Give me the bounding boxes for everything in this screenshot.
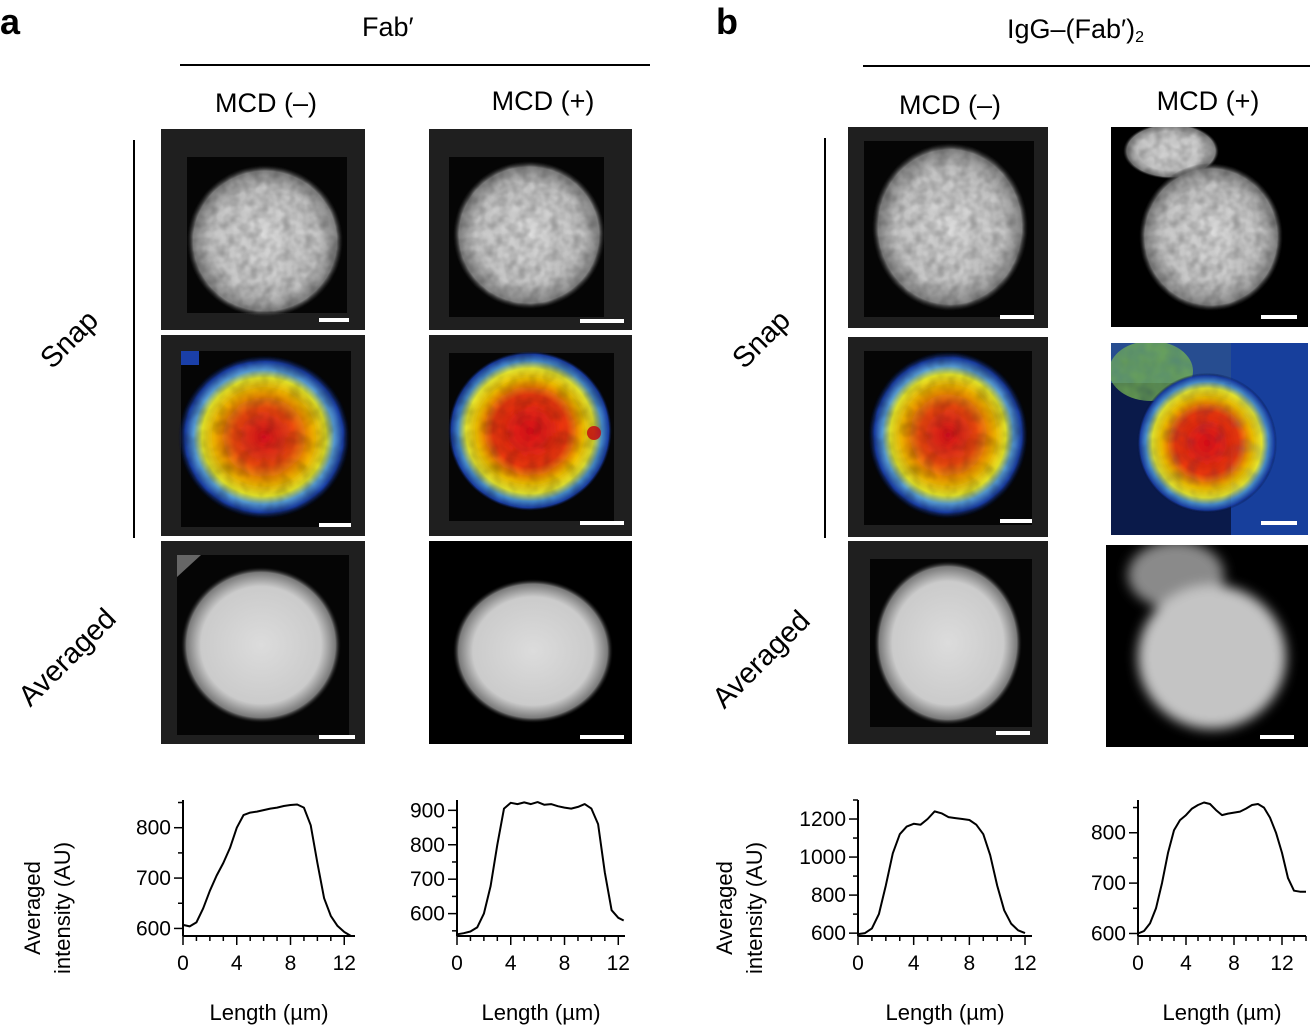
panel-b-title-text: IgG–(Fab′) — [1007, 14, 1136, 44]
x-tick-label: 0 — [1132, 952, 1144, 975]
x-tick-label: 8 — [1228, 952, 1240, 975]
intensity-profile-line — [857, 810, 1026, 936]
image-a-snap-gray-mcd-plus — [429, 129, 632, 330]
panel-b-col-mcd-minus: MCD (–) — [899, 90, 1001, 120]
x-tick-label: 4 — [505, 952, 517, 975]
panel-b-col-mcd-plus: MCD (+) — [1156, 86, 1260, 116]
x-tick-label: 8 — [285, 952, 297, 975]
image-a-averaged-mcd-plus — [429, 541, 632, 744]
x-tick-label: 12 — [1270, 952, 1293, 975]
intensity-profile-line — [182, 803, 352, 937]
x-tick-label: 4 — [231, 952, 243, 975]
image-b-snap-heat-mcd-plus — [1111, 343, 1308, 535]
x-tick-label: 12 — [1013, 952, 1036, 975]
plot-a2: 0 4 8 12 600 700 800 900 Length (µm) — [410, 799, 630, 1025]
y-tick-label: 800 — [1091, 822, 1126, 845]
y-tick-label: 900 — [410, 799, 445, 822]
x-axis-title: Length (µm) — [209, 1000, 328, 1025]
image-a-snap-heat-mcd-plus — [429, 335, 632, 536]
y-axis-title-line: intensity (AU) — [50, 842, 75, 974]
y-tick-label: 1200 — [799, 808, 846, 831]
x-tick-label: 8 — [559, 952, 571, 975]
x-tick-label: 0 — [451, 952, 463, 975]
scale-bar — [1261, 315, 1297, 319]
panel-a-col-mcd-minus: MCD (–) — [215, 88, 317, 118]
panel-b-title: IgG–(Fab′)2 — [1007, 16, 1144, 46]
x-tick-label: 12 — [607, 952, 630, 975]
intensity-profile-line — [1137, 801, 1306, 935]
image-a-averaged-mcd-minus — [161, 541, 365, 744]
y-axis-title-line: intensity (AU) — [742, 842, 767, 974]
panel-a-title-rule — [180, 64, 650, 66]
scale-bar — [580, 319, 624, 323]
plot-b1: 0 4 8 12 600 800 1000 1200 Length (µm) Averaged in… — [712, 799, 1037, 1025]
panel-a-col-mcd-plus: MCD (+) — [491, 86, 595, 116]
panel-a-snap-bracket — [133, 140, 135, 538]
panel-a-row-averaged: Averaged — [12, 602, 123, 713]
panel-a-title: Fab′ — [362, 12, 414, 42]
y-tick-label: 600 — [811, 922, 846, 945]
x-axis-title: Length (µm) — [481, 1000, 600, 1025]
y-axis-title-line: Averaged — [20, 861, 45, 955]
panel-b-snap-bracket — [824, 138, 826, 538]
image-b-snap-heat-mcd-minus — [848, 337, 1048, 537]
x-axis-title: Length (µm) — [1162, 1000, 1281, 1025]
plot-b2: 0 4 8 12 600 700 800 Length (µm) — [1091, 800, 1307, 1025]
panel-a-row-snap: Snap — [34, 304, 105, 375]
y-tick-label: 700 — [410, 868, 445, 891]
plot-a1-container: 0 4 8 12 600 700 800 Length (µm) Averaged intensi… — [20, 780, 365, 1031]
scale-bar — [580, 521, 624, 525]
image-b-averaged-mcd-minus — [848, 541, 1048, 744]
plot-b1-container: 0 4 8 12 600 800 1000 1200 Length (µm) Averaged in… — [712, 780, 1057, 1031]
plot-b2-container: 0 4 8 12 600 700 800 Length (µm) — [1058, 780, 1310, 1031]
x-tick-label: 8 — [964, 952, 976, 975]
x-tick-label: 4 — [1180, 952, 1192, 975]
image-b-averaged-mcd-plus — [1106, 545, 1308, 747]
image-a-snap-gray-mcd-minus — [161, 129, 365, 330]
panel-b-letter: b — [716, 1, 738, 42]
scale-bar — [1000, 315, 1034, 319]
y-tick-label: 1000 — [799, 846, 846, 869]
y-tick-label: 700 — [136, 867, 171, 890]
image-b-snap-gray-mcd-minus — [848, 127, 1048, 328]
scale-bar — [319, 318, 349, 322]
scale-bar — [319, 523, 351, 527]
image-b-snap-gray-mcd-plus — [1111, 127, 1308, 327]
plot-a1: 0 4 8 12 600 700 800 Length (µm) Averaged intensi… — [20, 800, 356, 1025]
x-tick-label: 4 — [908, 952, 920, 975]
x-tick-label: 0 — [852, 952, 864, 975]
y-tick-label: 800 — [410, 834, 445, 857]
x-tick-label: 0 — [177, 952, 189, 975]
scale-bar — [1261, 521, 1297, 525]
intensity-profile-line — [456, 801, 625, 936]
scale-bar — [319, 735, 355, 739]
panel-b-row-snap: Snap — [726, 304, 797, 375]
y-tick-label: 700 — [1091, 872, 1126, 895]
panel-b-row-averaged: Averaged — [706, 604, 817, 715]
scale-bar — [580, 735, 624, 739]
x-tick-label: 12 — [333, 952, 356, 975]
y-tick-label: 800 — [136, 817, 171, 840]
scale-bar — [1260, 735, 1294, 739]
scale-bar — [1000, 519, 1032, 523]
panel-a-letter: a — [0, 1, 21, 42]
y-tick-label: 600 — [410, 903, 445, 926]
plot-a2-container: 0 4 8 12 600 700 800 900 Length (µm) — [380, 780, 650, 1031]
scale-bar — [996, 731, 1030, 735]
y-tick-label: 800 — [811, 884, 846, 907]
panel-b-title-rule — [863, 65, 1310, 67]
image-a-snap-heat-mcd-minus — [161, 335, 365, 536]
x-axis-title: Length (µm) — [885, 1000, 1004, 1025]
y-tick-label: 600 — [1091, 922, 1126, 945]
y-axis-title-line: Averaged — [712, 861, 737, 955]
panel-b-title-subscript: 2 — [1135, 29, 1145, 46]
y-tick-label: 600 — [136, 917, 171, 940]
